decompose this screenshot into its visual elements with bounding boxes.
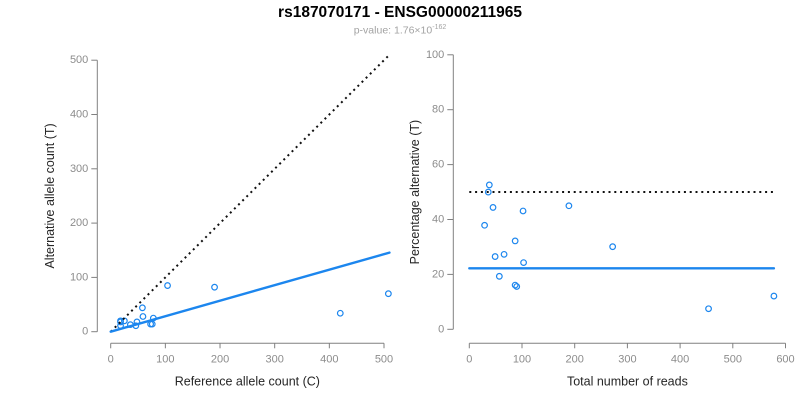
x-tick-label: 0 <box>466 353 472 365</box>
x-tick-label: 400 <box>671 353 689 365</box>
y-tick-label: 300 <box>70 163 88 175</box>
data-point <box>513 283 521 290</box>
data-point <box>519 207 527 215</box>
figure-title: rs187070171 - ENSG00000211965 <box>278 4 522 21</box>
data-point <box>211 283 218 291</box>
pvalue-exponent: -162 <box>432 24 447 31</box>
y-tick-label: 400 <box>70 109 88 121</box>
data-point <box>565 202 573 210</box>
data-point <box>336 309 344 317</box>
fit-line <box>109 251 391 333</box>
data-point <box>520 259 527 266</box>
x-tick-label: 300 <box>618 353 636 365</box>
data-point <box>511 237 519 245</box>
data-point <box>117 318 124 326</box>
data-point <box>495 272 503 280</box>
y-axis-title: Percentage alternative (T) <box>408 120 422 265</box>
data-point <box>139 304 146 312</box>
y-tick-label: 200 <box>70 217 88 229</box>
x-tick-label: 400 <box>320 353 338 365</box>
y-tick-label: 40 <box>432 214 444 226</box>
data-point <box>481 221 488 229</box>
x-tick-label: 100 <box>156 353 174 365</box>
data-point <box>485 181 493 189</box>
x-tick-label: 200 <box>566 353 584 365</box>
y-tick-label: 80 <box>432 104 444 116</box>
x-tick-label: 0 <box>108 353 114 365</box>
data-point <box>770 292 778 300</box>
y-tick-label: 100 <box>426 49 444 61</box>
x-axis-title: Reference allele count (C) <box>175 374 320 388</box>
data-point <box>484 188 492 196</box>
figure-subtitle: p-value: 1.76×10-162 <box>0 24 800 37</box>
x-tick-label: 600 <box>776 353 794 365</box>
data-point <box>489 204 497 211</box>
y-tick-label: 60 <box>432 159 444 171</box>
data-point <box>164 282 171 289</box>
x-tick-label: 300 <box>266 353 284 365</box>
y-tick-label: 0 <box>82 326 88 338</box>
data-point <box>139 313 147 320</box>
data-point <box>500 250 508 258</box>
y-tick-label: 0 <box>438 323 444 335</box>
x-tick-label: 500 <box>724 353 742 365</box>
y-tick-label: 20 <box>432 268 444 280</box>
x-tick-label: 100 <box>513 353 531 365</box>
data-point <box>384 290 392 298</box>
data-point <box>511 281 519 289</box>
x-tick-label: 500 <box>375 353 393 365</box>
identity-line <box>109 54 391 333</box>
x-tick-label: 200 <box>211 353 229 365</box>
data-point <box>148 320 156 328</box>
pvalue-text: p-value: 1.76×10 <box>353 24 433 37</box>
y-tick-label: 100 <box>70 271 88 283</box>
data-point <box>609 243 617 251</box>
data-point <box>705 305 712 313</box>
data-point <box>491 253 499 260</box>
x-axis-title: Total number of reads <box>567 374 688 388</box>
y-tick-label: 500 <box>70 54 88 66</box>
y-axis-title: Alternative allele count (T) <box>43 123 57 268</box>
